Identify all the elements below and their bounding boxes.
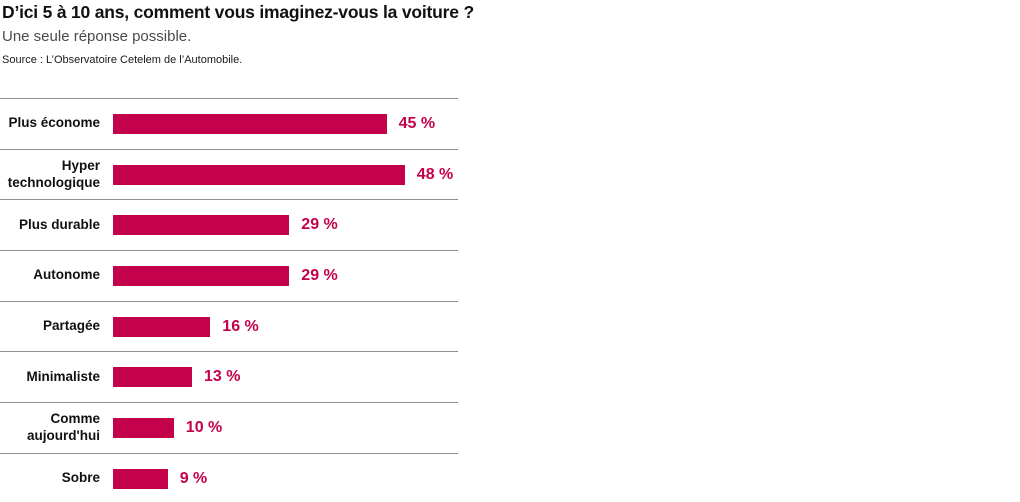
category-label: Hyper technologique — [7, 157, 100, 190]
chart-subtitle: Une seule réponse possible. — [2, 28, 192, 45]
chart-row: Hyper technologique 48 % — [0, 148, 458, 200]
page-title: D’ici 5 à 10 ans, comment vous imaginez-… — [2, 2, 474, 22]
chart-header: D’ici 5 à 10 ans, comment vous imaginez-… — [2, 2, 474, 66]
bar — [113, 215, 290, 236]
value-label: 45 % — [398, 114, 436, 132]
value-label: 48 % — [416, 165, 454, 183]
category-label: Partagée — [42, 318, 100, 334]
category-label: Minimaliste — [26, 368, 100, 384]
value-label: 13 % — [204, 368, 241, 386]
value-label: 29 % — [301, 266, 338, 284]
category-label: Plus durable — [18, 216, 100, 232]
chart-row: Minimaliste 13 % — [0, 351, 458, 402]
bar — [113, 468, 168, 489]
value-label: 9 % — [179, 469, 208, 487]
value-label: 29 % — [301, 216, 338, 234]
bar-chart: Plus économe 45 % Hyper technologique 48… — [0, 98, 458, 502]
category-label: Plus économe — [8, 115, 100, 131]
bar — [113, 367, 192, 388]
chart-row: Sobre 9 % — [0, 452, 458, 502]
bar — [113, 164, 405, 185]
bar — [113, 113, 387, 134]
bar — [113, 316, 211, 337]
value-label: 10 % — [185, 418, 223, 436]
source-note: Source : L’Observatoire Cetelem de l’Aut… — [2, 54, 243, 66]
chart-row: Autonome 29 % — [0, 250, 458, 301]
bar — [113, 417, 174, 438]
value-label: 16 % — [222, 317, 259, 335]
category-label: Sobre — [61, 470, 100, 486]
chart-row: Plus économe 45 % — [0, 98, 458, 149]
category-label: Comme aujourd'hui — [27, 411, 100, 443]
chart-row: Comme aujourd'hui 10 % — [0, 402, 458, 453]
chart-row: Plus durable 29 % — [0, 199, 458, 250]
category-label: Autonome — [33, 267, 100, 283]
bar — [113, 265, 290, 286]
chart-row: Partagée 16 % — [0, 300, 458, 352]
